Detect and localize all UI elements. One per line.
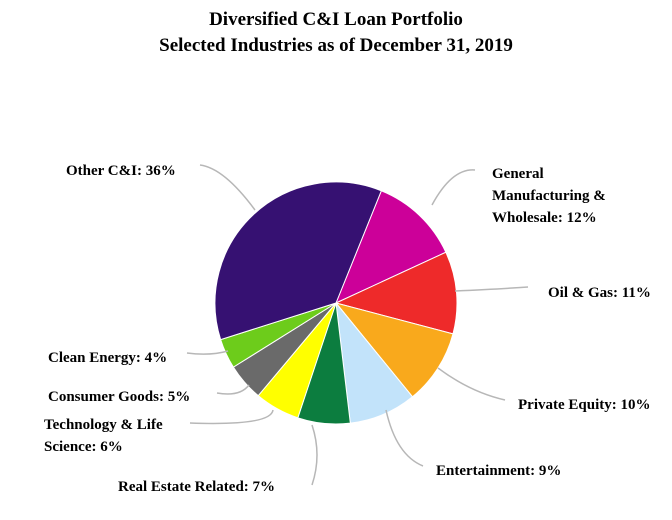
slice-label-line: Wholesale: 12%: [492, 210, 597, 226]
pie-slice-gm: [335, 190, 447, 304]
slice-label-re: Real Estate Related: 7%: [118, 479, 275, 495]
pie-slice-other: [214, 181, 382, 341]
pie-slice-oil: [334, 251, 458, 335]
slice-label-pe: Private Equity: 10%: [518, 397, 651, 413]
slice-label-tech: Technology & Life Science: 6%: [44, 417, 163, 455]
slice-label-line: General: [492, 166, 544, 182]
slice-label-line: Private Equity: 10%: [518, 397, 651, 413]
slice-label-line: Manufacturing &: [492, 188, 606, 204]
leader-lines: [186, 164, 529, 486]
leader-line-cons: [216, 384, 250, 395]
leader-line-oil: [454, 286, 529, 292]
slice-label-line: Science: 6%: [44, 439, 123, 455]
leader-line-tech: [189, 409, 274, 425]
slice-label-other: Other C&I: 36%: [66, 163, 176, 179]
slice-label-clean: Clean Energy: 4%: [48, 350, 167, 366]
slice-label-line: Consumer Goods: 5%: [48, 389, 190, 405]
slice-label-line: Entertainment: 9%: [436, 463, 561, 479]
slice-labels: General Manufacturing & Wholesale: 12% Oil …: [44, 163, 651, 495]
slice-label-line: Real Estate Related: 7%: [118, 479, 275, 495]
slice-label-line: Clean Energy: 4%: [48, 350, 167, 366]
leader-line-gm: [431, 169, 476, 206]
chart-subtitle: Selected Industries as of December 31, 2…: [159, 35, 513, 56]
chart-title: Diversified C&I Loan Portfolio: [209, 9, 463, 30]
leader-line-pe: [437, 367, 506, 401]
leader-line-other: [199, 164, 256, 211]
slice-label-ent: Entertainment: 9%: [436, 463, 561, 479]
leader-line-clean: [186, 350, 229, 355]
slice-label-cons: Consumer Goods: 5%: [48, 389, 190, 405]
slice-label-gm: General Manufacturing & Wholesale: 12%: [492, 166, 606, 226]
slice-label-line: Other C&I: 36%: [66, 163, 176, 179]
pie-slices: [214, 181, 458, 425]
slice-label-oil: Oil & Gas: 11%: [548, 285, 651, 301]
leader-line-re: [311, 424, 318, 486]
slice-label-line: Technology & Life: [44, 417, 163, 433]
slice-label-line: Oil & Gas: 11%: [548, 285, 651, 301]
leader-line-ent: [385, 409, 424, 467]
